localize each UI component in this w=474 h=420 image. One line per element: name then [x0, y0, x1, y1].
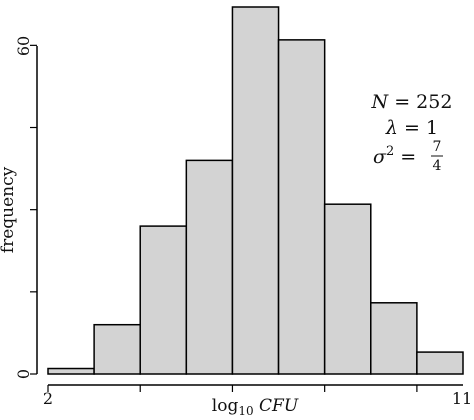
histogram-bar: [323, 203, 372, 375]
histogram-bar: [93, 323, 141, 375]
annotation-sigma-numerator: 7: [433, 139, 442, 155]
x-axis-title-variable: CFU: [259, 396, 299, 416]
y-tick-label-max: 60: [14, 36, 33, 56]
annotation-n-lhs: N: [371, 91, 390, 113]
annotation-sigma-denominator: 4: [433, 158, 442, 174]
annotation-n: N = 252: [371, 91, 453, 113]
histogram-bar: [47, 367, 95, 375]
histogram-bar: [370, 302, 418, 375]
histogram-bar: [231, 6, 280, 375]
x-axis-title-prefix: log: [212, 396, 239, 416]
y-tick-label-min: 0: [14, 369, 33, 379]
x-tick-label-min: 2: [43, 389, 53, 408]
y-ticks: [30, 44, 37, 375]
x-tick-label-max: 11: [452, 389, 472, 408]
histogram-bar: [416, 351, 464, 375]
histogram-bar: [277, 39, 326, 375]
annotation-sigma-exp: 2: [386, 144, 394, 159]
annotation-lambda-lhs: λ: [385, 117, 398, 139]
x-axis-title-subscript: 10: [238, 404, 253, 418]
histogram-bar: [185, 159, 234, 375]
annotation-n-rhs: 252: [416, 91, 452, 113]
annotation-lambda-rhs: 1: [426, 117, 438, 139]
x-ticks: [47, 385, 418, 392]
annotation-lambda: λ = 1: [385, 117, 438, 139]
stats-annotation: N = 252 λ = 1 σ2 = 7 4: [371, 91, 453, 174]
annotation-sigma-lhs: σ: [373, 146, 387, 168]
x-axis-title: log10 CFU: [212, 396, 299, 418]
histogram-bar: [139, 225, 188, 375]
histogram-bars: [47, 6, 464, 375]
annotation-sigma: σ2 =: [373, 144, 416, 168]
y-axis-title: frequency: [0, 166, 18, 253]
